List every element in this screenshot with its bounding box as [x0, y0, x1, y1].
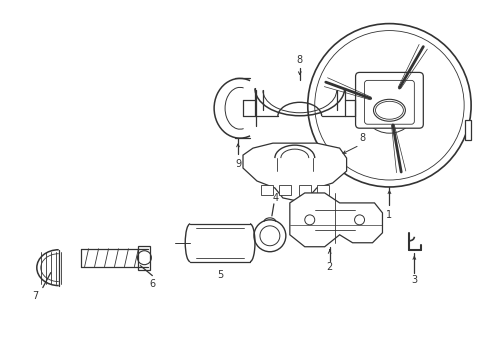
Text: 4: 4: [273, 193, 279, 203]
Text: 9: 9: [235, 159, 241, 169]
Polygon shape: [290, 193, 383, 247]
Polygon shape: [299, 185, 311, 195]
FancyBboxPatch shape: [356, 72, 423, 128]
Text: 6: 6: [149, 279, 155, 289]
Text: 8: 8: [297, 55, 303, 66]
Polygon shape: [279, 185, 291, 195]
Text: 2: 2: [326, 262, 333, 272]
Polygon shape: [138, 246, 150, 270]
Polygon shape: [465, 120, 471, 140]
Polygon shape: [317, 185, 329, 195]
Text: 8: 8: [360, 133, 366, 143]
Text: 7: 7: [33, 291, 39, 301]
Text: 1: 1: [387, 210, 392, 220]
Text: 5: 5: [217, 270, 223, 280]
Ellipse shape: [373, 99, 405, 121]
Polygon shape: [243, 143, 346, 201]
Text: 3: 3: [411, 275, 417, 285]
Polygon shape: [261, 185, 273, 195]
